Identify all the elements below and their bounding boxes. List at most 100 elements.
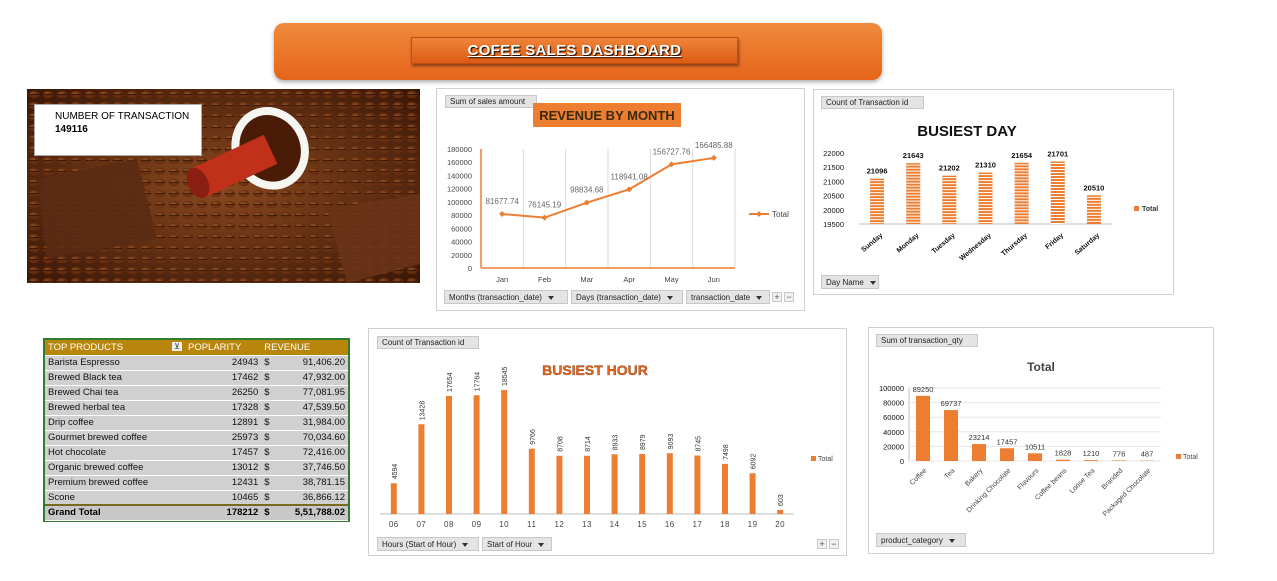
- hour-bar: [639, 453, 646, 514]
- table-row[interactable]: Drip coffee 12891 $31,984.00: [45, 415, 348, 431]
- hour-x-tick: 12: [554, 520, 564, 529]
- hour-data-label: 4594: [392, 464, 399, 480]
- day-data-label: 21310: [975, 161, 996, 170]
- revenue-cell: 5,51,788.02: [275, 504, 348, 521]
- category-y-tick: 20000: [883, 442, 904, 451]
- revenue-cell: 70,034.60: [275, 430, 348, 446]
- dropdown-arrow-icon: [869, 280, 876, 285]
- table-row[interactable]: Barista Espresso 24943 $91,406.20: [45, 355, 348, 371]
- expand-field-button[interactable]: +: [817, 539, 827, 549]
- expand-field-button[interactable]: +: [772, 292, 782, 302]
- revenue-line-chart: REVENUE BY MONTH 0 20000 40000 60000 80000 10…: [447, 103, 789, 284]
- hour-bar: [501, 390, 508, 514]
- category-bar: [1028, 453, 1042, 461]
- popularity-cell: 13012: [185, 460, 262, 476]
- filter-days-label: Days (transaction_date): [576, 293, 661, 302]
- category-bar: [1084, 460, 1098, 461]
- hour-data-label: 17654: [447, 372, 454, 392]
- table-row[interactable]: Brewed Chai tea 26250 $77,081.95: [45, 385, 348, 401]
- day-data-label: 21643: [903, 151, 924, 160]
- hour-data-label: 8745: [695, 436, 702, 452]
- table-row[interactable]: Premium brewed coffee 12431 $38,781.15: [45, 475, 348, 491]
- revenue-data-label: 156727.76: [653, 147, 691, 156]
- table-row[interactable]: Brewed herbal tea 17328 $47,539.50: [45, 400, 348, 416]
- header-revenue: REVENUE: [261, 340, 348, 356]
- category-data-label: 89250: [913, 385, 934, 394]
- hour-data-label: 6092: [751, 454, 758, 470]
- hour-legend-label: Total: [818, 456, 833, 463]
- revenue-field-button[interactable]: Sum of sales amount: [445, 95, 537, 108]
- day-data-label: 21654: [1011, 151, 1033, 160]
- revenue-series-line: [502, 156, 714, 219]
- revenue-y-tick: 20000: [451, 251, 472, 260]
- revenue-cell: 37,746.50: [275, 460, 348, 476]
- filter-icon[interactable]: ⊻: [172, 341, 182, 351]
- category-x-tick: Tea: [943, 467, 956, 480]
- grand-total-row[interactable]: Grand Total 178212 $5,51,788.02: [45, 504, 348, 521]
- filter-days[interactable]: Days (transaction_date): [571, 290, 683, 304]
- day-bar: [1014, 162, 1029, 224]
- day-field-button[interactable]: Count of Transaction id: [821, 96, 924, 109]
- category-x-tick: Bakery: [964, 467, 985, 488]
- filter-day-name[interactable]: Day Name: [821, 275, 879, 289]
- hour-field-button[interactable]: Count of Transaction id: [377, 336, 479, 349]
- hour-bar: [418, 424, 425, 514]
- revenue-cell: 31,984.00: [275, 415, 348, 431]
- hour-x-tick: 15: [637, 520, 647, 529]
- hour-data-label: 13428: [419, 401, 426, 421]
- hour-bar: [528, 448, 535, 514]
- category-x-tick: Coffee: [909, 467, 929, 487]
- currency-cell: $: [261, 504, 276, 521]
- filter-start-of-hour[interactable]: Start of Hour: [482, 537, 552, 551]
- currency-cell: $: [261, 475, 276, 491]
- filter-day-name-label: Day Name: [826, 278, 864, 287]
- product-name-cell: Barista Espresso: [45, 355, 185, 371]
- header-top-products[interactable]: TOP PRODUCTS ⊻: [45, 340, 185, 356]
- hour-x-tick: 17: [692, 520, 702, 529]
- day-x-tick: Wednesday: [959, 232, 993, 262]
- table-row[interactable]: Scone 10465 $36,866.12: [45, 490, 348, 506]
- category-data-label: 10511: [1025, 442, 1045, 451]
- hour-x-tick: 14: [610, 520, 620, 529]
- category-data-label: 1828: [1055, 449, 1072, 458]
- currency-cell: $: [261, 460, 276, 476]
- popularity-cell: 25973: [185, 430, 262, 446]
- collapse-field-button[interactable]: −: [784, 292, 794, 302]
- revenue-data-label: 98834.68: [570, 186, 604, 195]
- table-row[interactable]: Organic brewed coffee 13012 $37,746.50: [45, 460, 348, 476]
- filter-product-category[interactable]: product_category: [876, 533, 966, 547]
- revenue-legend-label: Total: [772, 210, 789, 219]
- filter-months[interactable]: Months (transaction_date): [444, 290, 568, 304]
- product-name-cell: Brewed herbal tea: [45, 400, 185, 416]
- day-data-label: 21202: [939, 164, 960, 173]
- revenue-cell: 36,866.12: [275, 490, 348, 506]
- product-name-cell: Gourmet brewed coffee: [45, 430, 185, 446]
- revenue-title-box: [533, 103, 681, 127]
- table-row[interactable]: Gourmet brewed coffee 25973 $70,034.60: [45, 430, 348, 446]
- filter-transaction-date[interactable]: transaction_date: [686, 290, 770, 304]
- category-field-button[interactable]: Sum of transaction_qty: [876, 334, 978, 347]
- filter-product-category-label: product_category: [881, 536, 943, 545]
- hour-x-tick: 08: [444, 520, 454, 529]
- header-top-products-label: TOP PRODUCTS: [48, 341, 124, 353]
- revenue-cell: 47,932.00: [275, 370, 348, 386]
- hour-x-tick: 13: [582, 520, 592, 529]
- hour-legend-swatch: [811, 456, 816, 461]
- table-row[interactable]: Hot chocolate 17457 $72,416.00: [45, 445, 348, 461]
- top-products-table: TOP PRODUCTS ⊻ POPLARITY REVENUE Barista …: [45, 340, 348, 521]
- category-data-label: 69737: [941, 399, 962, 408]
- collapse-field-button[interactable]: −: [829, 539, 839, 549]
- hour-data-label: 9766: [530, 429, 537, 445]
- filter-hours[interactable]: Hours (Start of Hour): [377, 537, 479, 551]
- revenue-point: [541, 214, 548, 221]
- hour-bar: [556, 455, 563, 514]
- revenue-cell: 38,781.15: [275, 475, 348, 491]
- day-x-tick: Saturday: [1074, 232, 1102, 257]
- dropdown-arrow-icon: [948, 538, 955, 543]
- table-row[interactable]: Brewed Black tea 17462 $47,932.00: [45, 370, 348, 386]
- hour-data-label: 9093: [668, 434, 675, 450]
- day-legend-swatch: [1134, 206, 1139, 211]
- revenue-cell: 72,416.00: [275, 445, 348, 461]
- dropdown-arrow-icon: [547, 295, 554, 300]
- day-y-tick: 21500: [823, 163, 844, 172]
